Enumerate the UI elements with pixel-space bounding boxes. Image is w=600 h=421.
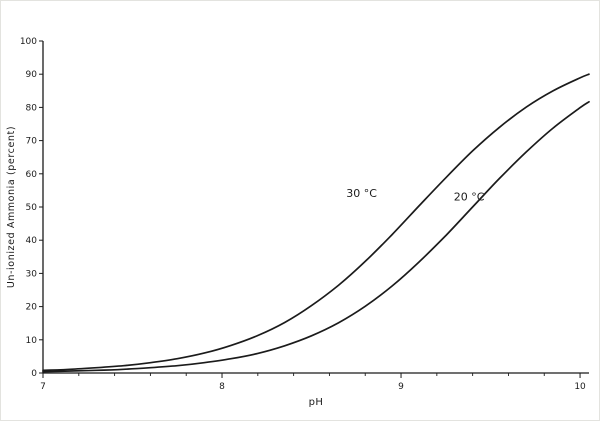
curve-30c [42,73,590,372]
x-tick-label: 7 [40,382,46,392]
y-tick-label: 60 [26,170,38,180]
y-tick-label: 10 [26,336,38,346]
curve-20c [42,100,590,373]
x-tick-label: 9 [398,382,404,392]
y-tick-label: 70 [26,137,38,147]
y-tick-label: 40 [26,236,38,246]
y-axis-ticks: 0 10 20 30 40 50 60 70 80 90 100 [20,37,43,379]
x-axis-ticks: 7 8 9 10 [40,373,586,392]
y-tick-label: 50 [26,203,38,213]
series-label-30c: 30 °C [346,187,377,200]
y-tick-label: 20 [26,303,38,313]
axes [42,41,589,374]
x-axis-label: pH [309,397,324,408]
y-tick-label: 0 [31,369,37,379]
x-tick-label: 10 [574,382,586,392]
x-axis-minor-ticks [78,373,545,376]
series-label-20c: 20 °C [454,190,485,203]
y-tick-label: 90 [26,70,38,80]
y-tick-label: 80 [26,103,38,113]
y-axis-label: Un-ionized Ammonia (percent) [6,126,17,288]
x-tick-label: 8 [219,382,225,392]
plot-layer: 0 10 20 30 40 50 60 70 80 90 100 7 8 9 10 30 °C 20 °C [20,37,590,392]
y-tick-label: 100 [20,37,37,47]
y-tick-label: 30 [26,269,38,279]
